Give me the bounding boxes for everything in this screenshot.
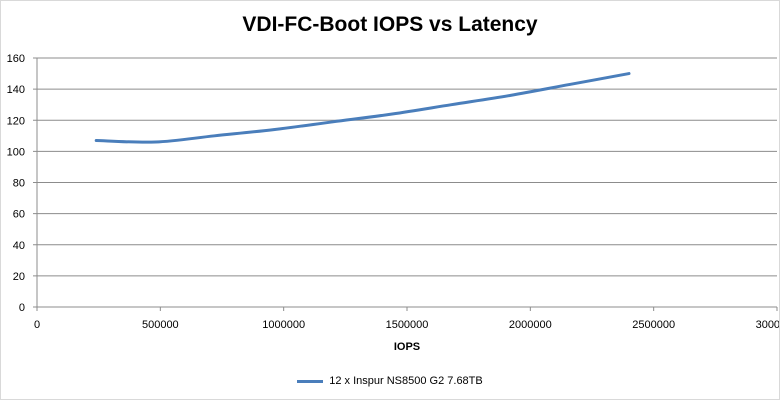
y-tick-label: 120 xyxy=(7,115,25,127)
data-point xyxy=(568,83,571,86)
y-tick-label: 80 xyxy=(13,178,25,190)
tick-labels: 0 20 40 60 80 100 120 140 160 0 500000 1000000 15000… xyxy=(7,53,779,331)
data-point xyxy=(391,112,394,116)
y-tick-label: 140 xyxy=(7,84,25,96)
y-tick-label: 160 xyxy=(7,53,25,65)
x-tick-label: 1500000 xyxy=(386,319,429,331)
x-tick-label: 0 xyxy=(34,319,40,331)
x-tick-label: 1000000 xyxy=(262,319,305,331)
series-layer xyxy=(94,72,631,144)
data-point xyxy=(331,120,335,124)
y-tick-label: 60 xyxy=(13,209,25,221)
x-tick-label: 500000 xyxy=(142,319,179,331)
legend-label: 12 x Inspur NS8500 G2 7.68TB xyxy=(329,375,483,387)
axes xyxy=(33,57,778,311)
series-line xyxy=(94,72,631,144)
legend-swatch xyxy=(297,379,324,383)
x-axis-label: IOPS xyxy=(394,341,420,353)
x-tick-label: 2000000 xyxy=(509,319,552,331)
y-tick-label: 40 xyxy=(13,240,25,252)
data-point xyxy=(627,72,631,75)
gridlines xyxy=(37,57,777,277)
data-point xyxy=(450,103,453,106)
y-tick-label: 0 xyxy=(19,302,25,314)
data-point xyxy=(213,134,216,138)
data-point xyxy=(95,139,98,142)
data-point xyxy=(509,94,512,97)
legend: 12 x Inspur NS8500 G2 7.68TB xyxy=(1,375,779,387)
data-point xyxy=(154,140,157,144)
y-tick-label: 20 xyxy=(13,271,25,283)
chart-title: VDI-FC-Boot IOPS vs Latency xyxy=(242,13,538,36)
x-tick-label: 3000000 xyxy=(756,319,779,331)
y-tick-label: 100 xyxy=(7,146,25,158)
data-point xyxy=(272,128,275,131)
x-tick-label: 2500000 xyxy=(632,319,675,331)
